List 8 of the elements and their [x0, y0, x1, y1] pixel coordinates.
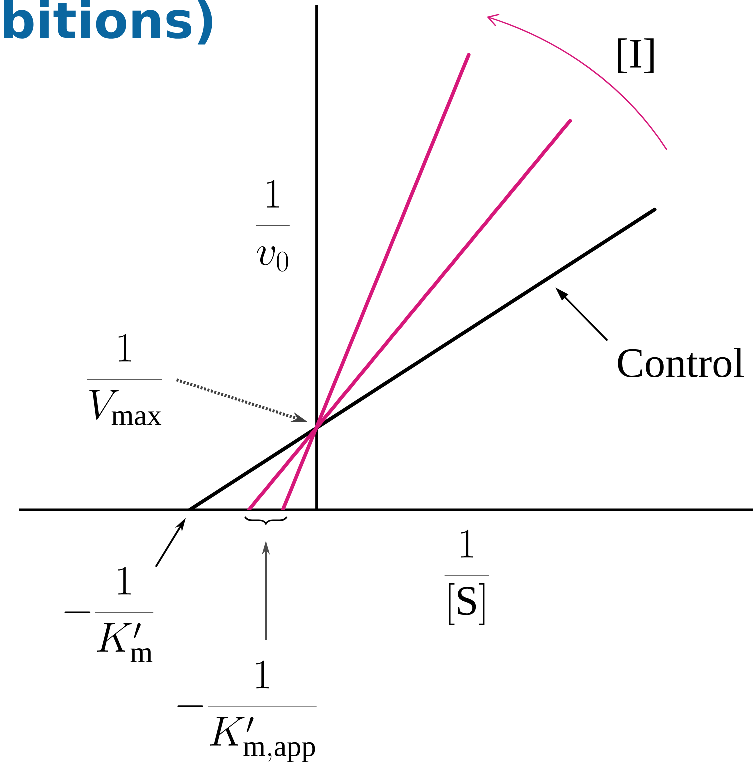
text: $-\frac{1}{K'_{\mathrm{m,app}}}$	[178, 660, 317, 762]
text: $-\frac{1}{K'_{\mathrm{m}}}$	[64, 566, 154, 662]
chart-title: bitions)	[4, 0, 212, 45]
x-axis-title: $\frac{1}{[\mathrm{S}]}$	[444, 530, 490, 626]
y-axis-title: $\frac{1}{v_0}$	[256, 180, 290, 272]
legend-label: Control	[618, 348, 744, 378]
annotation: [I]	[618, 38, 654, 74]
text: $\frac{1}{V_{\mathrm{max}}}$	[87, 334, 162, 426]
